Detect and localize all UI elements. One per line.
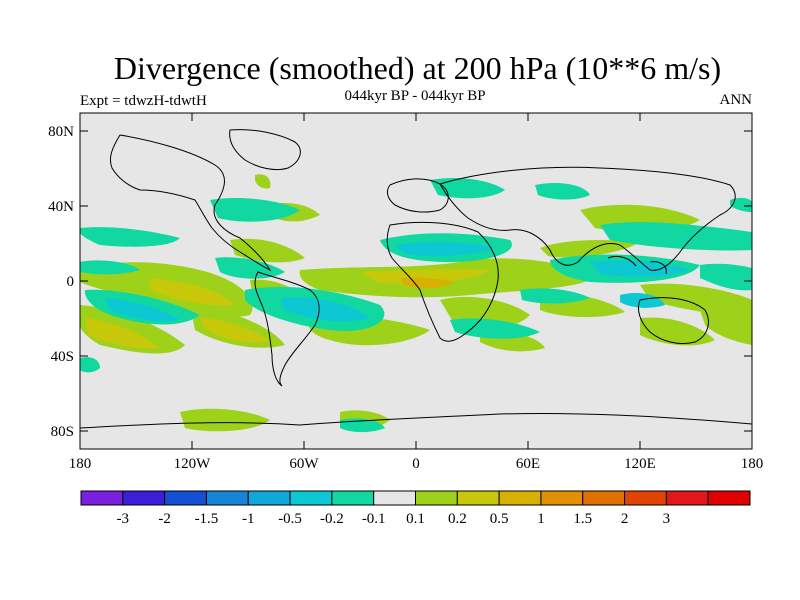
colorbar-box: [289, 490, 333, 506]
colorbar-box: [122, 490, 166, 506]
y-tick-label: 0: [67, 274, 75, 290]
colorbar-label: 1.5: [573, 511, 592, 527]
colorbar-label: 2: [621, 511, 629, 527]
experiment-label: Expt = tdwzH-tdwtH: [80, 93, 207, 109]
colorbar-boxes: [80, 490, 751, 506]
colorbar-label: 3: [663, 511, 671, 527]
colorbar-box: [415, 490, 458, 506]
y-tick-label: 80S: [51, 424, 74, 440]
y-tick-label: 40S: [51, 349, 74, 365]
y-axis: [80, 130, 752, 432]
colorbar-label: -3: [117, 511, 130, 527]
x-tick-label: 180: [69, 456, 92, 472]
colorbar-label: -2: [158, 511, 171, 527]
colorbar-box: [331, 490, 375, 506]
colorbar-box: [80, 490, 124, 506]
colorbar-label: 0.5: [490, 511, 509, 527]
x-axis: [191, 113, 641, 449]
colorbar-box: [540, 490, 584, 506]
coastlines: [80, 129, 752, 429]
colorbar-box: [247, 490, 291, 506]
colorbar-box: [205, 490, 249, 506]
y-tick-labels: 80N 40N 0 40S 80S: [48, 124, 74, 440]
y-tick-label: 40N: [48, 199, 74, 215]
colorbar-box: [582, 490, 626, 506]
divergence-field: [80, 129, 752, 433]
x-tick-label: 120W: [174, 456, 212, 472]
x-tick-label: 0: [412, 456, 420, 472]
colorbar-label: 0.1: [406, 511, 425, 527]
colorbar-labels: -3 -2 -1.5 -1 -0.5 -0.2 -0.1 0.1 0.2 0.5 1 1.5 2 3: [117, 511, 671, 527]
y-tick-label: 80N: [48, 124, 74, 140]
colorbar-label: 0.2: [448, 511, 467, 527]
colorbar-box: [373, 490, 416, 506]
colorbar-box: [164, 490, 207, 506]
x-tick-labels: 180 120W 60W 0 60E 120E 180: [69, 456, 764, 472]
figure-subtitle: 044kyr BP - 044kyr BP: [344, 88, 486, 104]
colorbar-box: [456, 490, 500, 506]
x-tick-label: 180: [741, 456, 764, 472]
colorbar-label: -0.5: [278, 511, 302, 527]
colorbar-label: -0.1: [362, 511, 386, 527]
colorbar-label: 1: [537, 511, 545, 527]
x-tick-label: 60W: [289, 456, 319, 472]
x-tick-label: 120E: [624, 456, 656, 472]
colorbar-box: [707, 490, 751, 506]
colorbar-box: [624, 490, 667, 506]
x-tick-label: 60E: [516, 456, 540, 472]
figure-title: Divergence (smoothed) at 200 hPa (10**6 …: [113, 50, 722, 86]
colorbar-label: -1.5: [195, 511, 219, 527]
negative-divergence-blobs: [80, 174, 752, 433]
colorbar-label: -1: [242, 511, 255, 527]
season-label: ANN: [719, 92, 753, 108]
colorbar-box: [498, 490, 542, 506]
colorbar-box: [665, 490, 709, 506]
colorbar-label: -0.2: [320, 511, 344, 527]
